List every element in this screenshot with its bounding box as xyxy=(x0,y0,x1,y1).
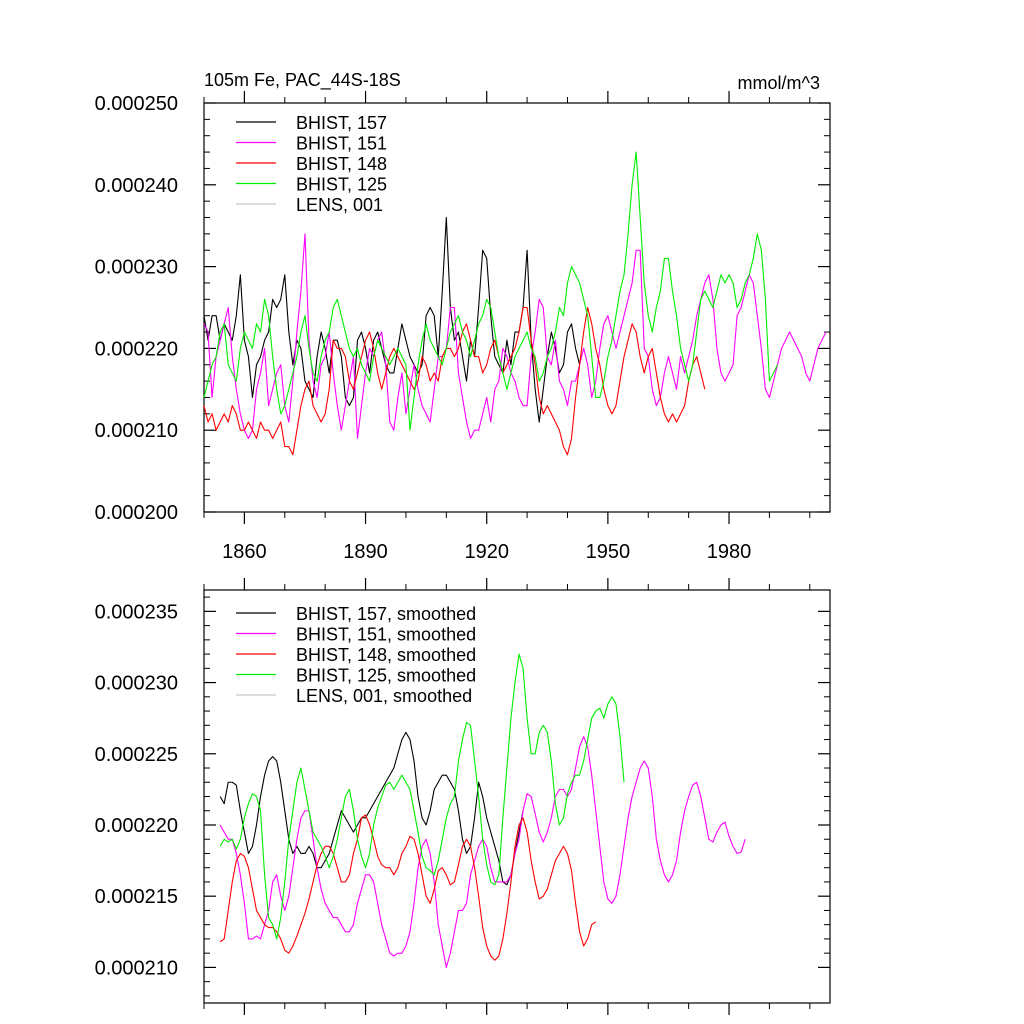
bottom-panel-series xyxy=(219,653,746,968)
bottom-legend-label: LENS, 001, smoothed xyxy=(296,686,472,706)
top-y-tick-label: 0.000210 xyxy=(95,420,178,442)
bottom-y-tick-label: 0.000225 xyxy=(95,744,178,766)
top-y-tick-label: 0.000240 xyxy=(95,175,178,197)
bottom-panel-axes: 0.000210 0.000215 0.000220 0.000225 0.000230… xyxy=(95,578,831,1015)
bottom-y-tick-label: 0.000215 xyxy=(95,886,178,908)
top-series-line-2 xyxy=(203,306,706,456)
top-y-tick-label: 0.000250 xyxy=(95,93,178,115)
top-legend-label: BHIST, 151 xyxy=(296,134,387,154)
bottom-legend-label: BHIST, 148, smoothed xyxy=(296,645,476,665)
top-legend-label: BHIST, 125 xyxy=(296,175,387,195)
top-legend-label: LENS, 001 xyxy=(296,195,383,215)
bottom-y-tick-label: 0.000220 xyxy=(95,815,178,837)
top-panel: 0.000200 0.000210 0.000220 0.000230 0.000240… xyxy=(95,91,831,563)
top-x-tick-label: 1860 xyxy=(222,541,267,563)
top-series-line-0 xyxy=(203,216,581,423)
top-x-tick-label: 1950 xyxy=(586,541,631,563)
bottom-y-tick-label: 0.000210 xyxy=(95,957,178,979)
bottom-y-tick-label: 0.000230 xyxy=(95,673,178,695)
top-panel-axes: 0.000200 0.000210 0.000220 0.000230 0.000240… xyxy=(95,91,831,563)
top-series-line-3 xyxy=(203,151,778,431)
top-y-tick-label: 0.000200 xyxy=(95,502,178,524)
top-y-tick-label: 0.000230 xyxy=(95,257,178,279)
plot-title: 105m Fe, PAC_44S-18S xyxy=(204,70,401,91)
bottom-series-line-2 xyxy=(219,814,597,961)
top-x-tick-label: 1920 xyxy=(464,541,509,563)
top-legend-label: BHIST, 148 xyxy=(296,154,387,174)
top-y-tick-label: 0.000220 xyxy=(95,338,178,360)
bottom-series-line-0 xyxy=(219,731,524,886)
bottom-y-tick-label: 0.000235 xyxy=(95,601,178,623)
bottom-legend-label: BHIST, 151, smoothed xyxy=(296,625,476,645)
bottom-legend-label: BHIST, 125, smoothed xyxy=(296,666,476,686)
bottom-series-line-1 xyxy=(219,736,746,968)
top-plot-frame xyxy=(203,102,831,513)
top-x-tick-label: 1980 xyxy=(707,541,752,563)
bottom-legend-label: BHIST, 157, smoothed xyxy=(296,604,476,624)
top-panel-series xyxy=(203,151,827,456)
top-series-line-1 xyxy=(203,233,827,439)
bottom-series-line-3 xyxy=(219,653,625,940)
top-x-tick-label: 1890 xyxy=(343,541,388,563)
bottom-panel: 0.000210 0.000215 0.000220 0.000225 0.000230… xyxy=(95,578,831,1015)
top-legend-label: BHIST, 157 xyxy=(296,113,387,133)
units-label: mmol/m^3 xyxy=(738,73,820,93)
